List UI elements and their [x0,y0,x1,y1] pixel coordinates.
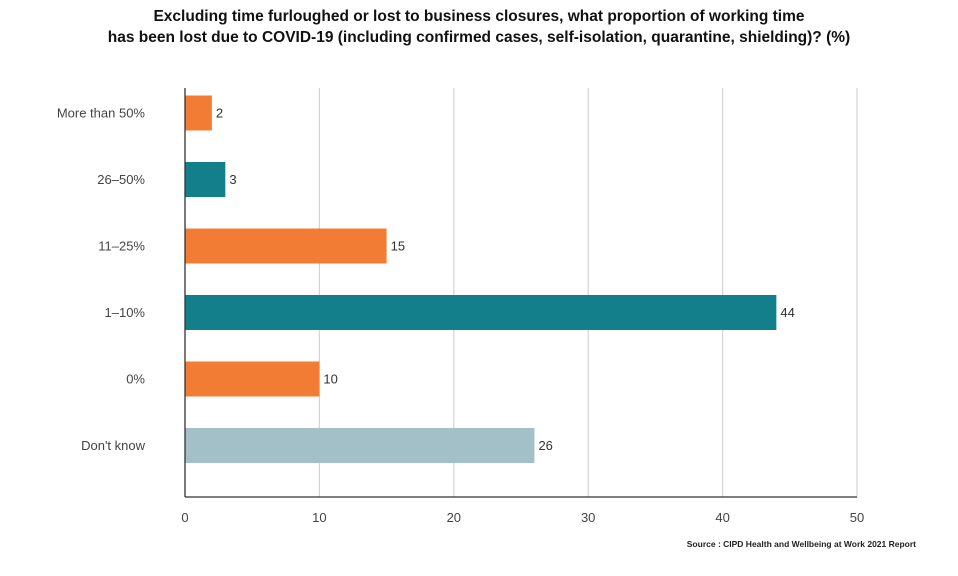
chart-title: Excluding time furloughed or lost to bus… [0,6,958,48]
value-label-4: 10 [323,372,337,387]
category-label-4: 0% [126,372,145,387]
bar-2 [185,228,387,264]
bar-3 [185,295,777,330]
value-label-0: 2 [216,106,223,121]
source-note: Source : CIPD Health and Wellbeing at Wo… [686,539,916,549]
x-tick-label-0: 0 [181,510,188,525]
category-label-5: Don't know [81,438,146,453]
bar-5 [185,428,535,463]
bars [185,95,777,463]
category-label-3: 1–10% [105,305,146,320]
chart-title-line-1: Excluding time furloughed or lost to bus… [153,8,805,25]
value-label-3: 44 [780,305,794,320]
value-label-2: 15 [391,239,405,254]
value-label-1: 3 [229,172,236,187]
axes [184,88,857,498]
value-label-5: 26 [538,438,552,453]
category-label-2: 11–25% [98,239,145,254]
category-label-1: 26–50% [97,172,145,187]
x-tick-label-10: 10 [312,510,326,525]
category-label-0: More than 50% [57,106,146,121]
bar-1 [185,162,226,197]
labels: 2 More than 50% 3 26–50% 15 11–25% 44 1–10% 10 0%… [57,106,864,526]
bar-0 [185,95,212,131]
x-tick-label-50: 50 [850,510,864,525]
chart-title-line-2: has been lost due to COVID-19 (including… [107,29,851,46]
x-tick-label-40: 40 [715,510,729,525]
x-tick-label-20: 20 [447,510,461,525]
bar-4 [185,361,320,397]
x-tick-label-30: 30 [581,510,595,525]
